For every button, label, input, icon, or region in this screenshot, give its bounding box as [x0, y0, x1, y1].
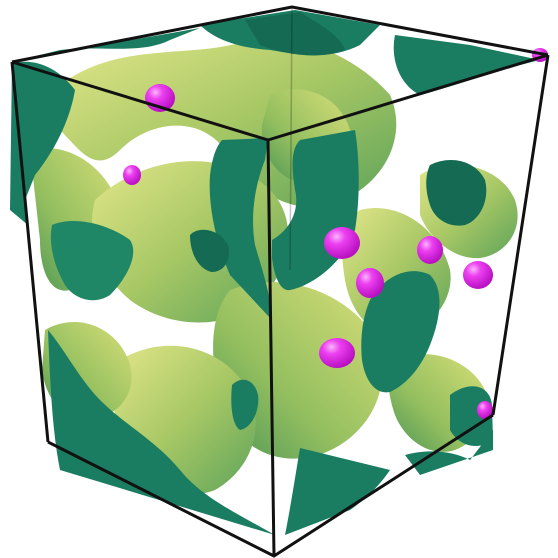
front-face-cap — [209, 138, 272, 320]
blob — [417, 236, 443, 264]
blob — [477, 401, 493, 419]
blob — [319, 338, 355, 368]
blob — [324, 227, 360, 259]
blob — [463, 261, 493, 289]
blob — [123, 165, 141, 185]
blob — [356, 268, 384, 298]
cube-faces — [10, 10, 540, 535]
left-face-cap — [10, 61, 75, 226]
cube-edges — [10, 5, 550, 558]
